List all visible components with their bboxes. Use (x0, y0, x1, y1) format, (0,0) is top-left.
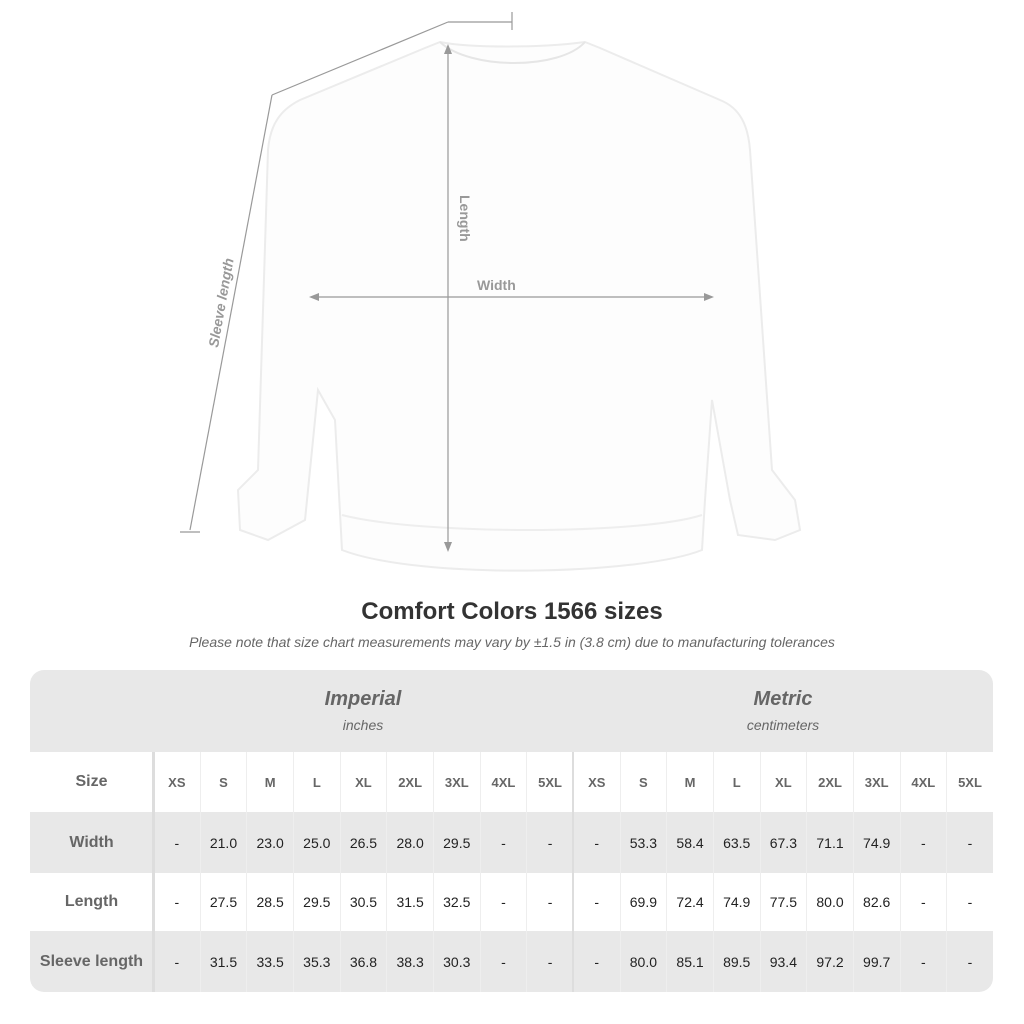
size-header: XL (759, 752, 807, 812)
metric-value: - (899, 812, 947, 873)
size-header: XS (153, 752, 200, 812)
imperial-value: 35.3 (292, 931, 340, 992)
imperial-value: 29.5 (292, 873, 340, 931)
metric-value: 74.9 (852, 812, 900, 873)
imperial-value: 27.5 (199, 873, 247, 931)
metric-value: 63.5 (712, 812, 760, 873)
size-header: M (246, 752, 293, 812)
metric-value: 69.9 (619, 873, 667, 931)
imperial-value: 23.0 (246, 812, 293, 873)
metric-value: 53.3 (619, 812, 667, 873)
size-header: 3XL (852, 752, 900, 812)
sleeve-line-top (271, 21, 449, 96)
metric-value: 80.0 (806, 873, 853, 931)
imperial-value: - (153, 873, 200, 931)
imperial-value: - (479, 873, 527, 931)
size-header: S (619, 752, 667, 812)
size-header: 4XL (899, 752, 947, 812)
table-row: Length -27.5 28.5 29.5 30.5 31.5 32.5- - -69.9 72… (30, 873, 993, 931)
metric-value: - (946, 931, 993, 992)
metric-value: - (572, 812, 620, 873)
tolerance-note: Please note that size chart measurements… (189, 634, 835, 650)
size-header: 2XL (806, 752, 853, 812)
metric-value: 71.1 (806, 812, 853, 873)
imperial-value: 30.5 (339, 873, 387, 931)
imperial-value: - (153, 812, 200, 873)
imperial-value: - (479, 931, 527, 992)
metric-value: 82.6 (852, 873, 900, 931)
metric-value: 99.7 (852, 931, 900, 992)
imperial-value: 21.0 (199, 812, 247, 873)
size-header: 5XL (946, 752, 993, 812)
size-header: L (712, 752, 760, 812)
imperial-value: 33.5 (246, 931, 293, 992)
size-header: 3XL (432, 752, 480, 812)
metric-value: 97.2 (806, 931, 853, 992)
metric-value: - (899, 873, 947, 931)
size-header: 2XL (386, 752, 433, 812)
imperial-value: 36.8 (339, 931, 387, 992)
metric-value: 93.4 (759, 931, 807, 992)
table-row: Sleeve length -31.5 33.5 35.3 36.8 38.3 30.3- -… (30, 931, 993, 992)
imperial-value: 29.5 (432, 812, 480, 873)
size-header: S (199, 752, 247, 812)
imperial-value: - (526, 873, 573, 931)
metric-value: 72.4 (666, 873, 713, 931)
size-header: M (666, 752, 713, 812)
imperial-value: - (479, 812, 527, 873)
size-row: Size XS S M L XL 2XL 3XL 4XL 5XL XS S M L XL 2XL 3XL 4XL 5… (30, 752, 993, 812)
imperial-value: 31.5 (386, 873, 433, 931)
imperial-value: 25.0 (292, 812, 340, 873)
row-label: Length (64, 893, 119, 910)
table-row: Width -21.0 23.0 25.0 26.5 28.0 29.5- - -53.3 58.… (30, 812, 993, 873)
imperial-value: 26.5 (339, 812, 387, 873)
width-label: Width (477, 277, 516, 293)
sweatshirt-diagram: Length Width Sleeve length (180, 12, 802, 572)
imperial-value: 32.5 (432, 873, 480, 931)
metric-value: - (946, 812, 993, 873)
imperial-value: 28.5 (246, 873, 293, 931)
sweatshirt-body (236, 40, 802, 572)
length-label: Length (457, 195, 473, 242)
sleeve-label: Sleeve length (205, 257, 236, 349)
metric-value: 67.3 (759, 812, 807, 873)
imperial-value: 30.3 (432, 931, 480, 992)
metric-value: - (572, 931, 620, 992)
size-header: 4XL (479, 752, 527, 812)
metric-value: 58.4 (666, 812, 713, 873)
metric-header: Metric centimeters (746, 688, 820, 733)
row-label: Width (69, 833, 114, 851)
metric-value: 85.1 (666, 931, 713, 992)
imperial-value: - (153, 931, 200, 992)
imperial-value: - (526, 931, 573, 992)
imperial-value: - (526, 812, 573, 873)
size-header: XS (572, 752, 620, 812)
metric-value: - (899, 931, 947, 992)
metric-value: - (946, 873, 993, 931)
size-label: Size (75, 773, 108, 790)
size-table: Imperial inches Metric centimeters Size X… (30, 670, 993, 992)
size-header: L (292, 752, 340, 812)
page-title: Comfort Colors 1566 sizes (361, 598, 663, 625)
metric-value: 77.5 (759, 873, 807, 931)
imperial-value: 31.5 (199, 931, 247, 992)
imperial-header: Imperial inches (324, 688, 402, 733)
sleeve-line (189, 94, 273, 531)
size-header: XL (339, 752, 387, 812)
imperial-value: 28.0 (386, 812, 433, 873)
size-header: 5XL (526, 752, 573, 812)
imperial-value: 38.3 (386, 931, 433, 992)
metric-value: 74.9 (712, 873, 760, 931)
metric-value: - (572, 873, 620, 931)
row-label: Sleeve length (39, 952, 144, 970)
metric-value: 80.0 (619, 931, 667, 992)
metric-value: 89.5 (712, 931, 760, 992)
